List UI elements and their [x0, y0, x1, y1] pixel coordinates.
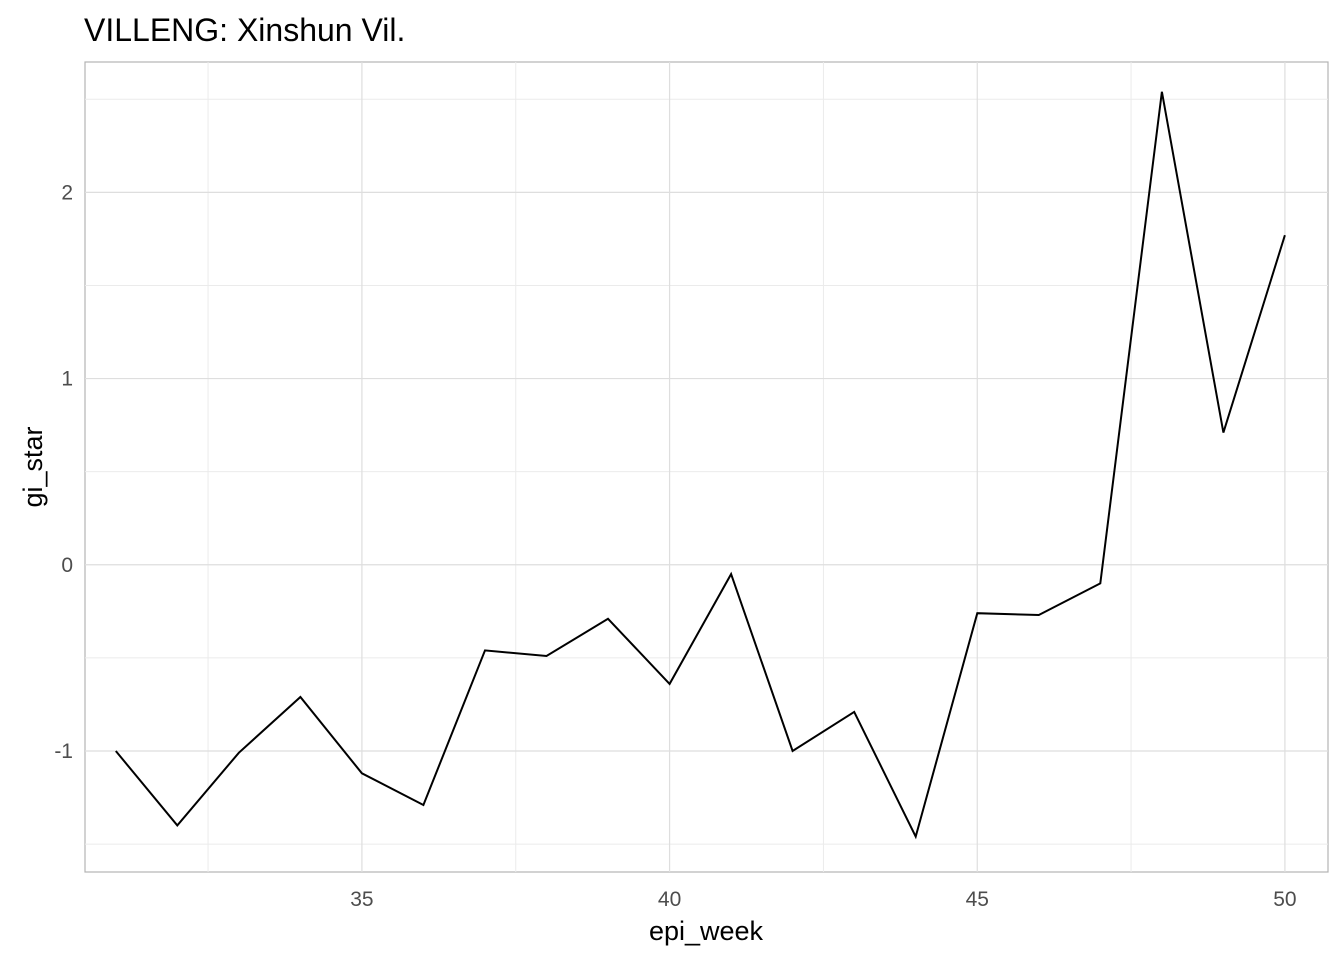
plot-panel — [84, 61, 1329, 873]
y-tick-label: 1 — [61, 368, 73, 391]
x-tick-label: 45 — [966, 888, 989, 911]
y-tick-label: -1 — [54, 740, 73, 763]
grid-minor — [85, 62, 1328, 872]
y-tick-labels: -1 0 1 2 — [54, 181, 73, 763]
chart-title: VILLENG: Xinshun Vil. — [84, 12, 405, 48]
y-axis-title: gi_star — [18, 426, 48, 507]
series-layer — [115, 91, 1286, 840]
x-axis-title: epi_week — [649, 916, 764, 946]
x-tick-label: 50 — [1273, 888, 1296, 911]
y-tick-label: 0 — [61, 554, 73, 577]
x-tick-labels: 35 40 45 50 — [350, 888, 1296, 911]
x-tick-label: 40 — [658, 888, 681, 911]
x-tick-label: 35 — [350, 888, 373, 911]
y-tick-label: 2 — [61, 181, 73, 204]
series-line — [115, 91, 1286, 840]
grid-major — [85, 62, 1328, 872]
